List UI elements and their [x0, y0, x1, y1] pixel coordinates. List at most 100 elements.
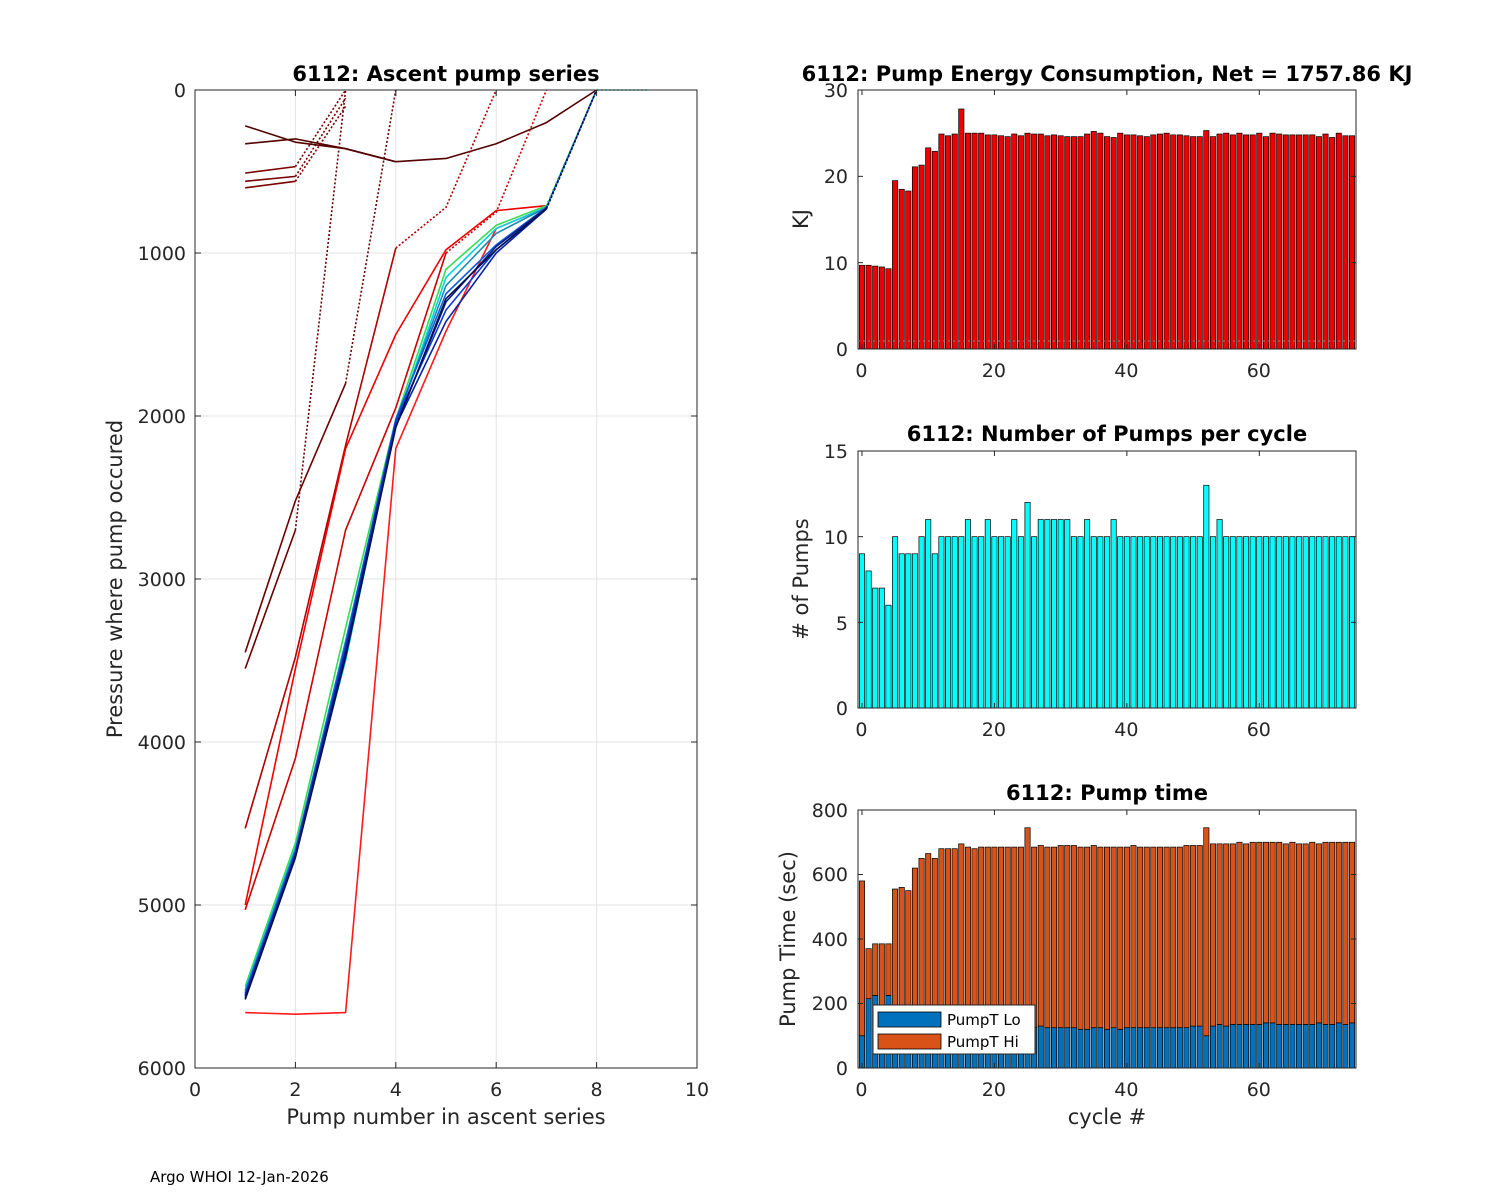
pumps-x-tick-labels: 0 20 40 60: [855, 719, 1271, 741]
pump-time-bar-lo: [1289, 1024, 1296, 1069]
pump-time-bar-hi: [1156, 846, 1163, 1029]
energy-x-tick-label: 0: [855, 360, 867, 382]
legend-swatch-pumpt-hi: [877, 1033, 942, 1050]
legend-swatch-pumpt-lo: [877, 1011, 942, 1028]
energy-bar: [885, 268, 892, 350]
pump-time-bar-hi: [1037, 845, 1044, 1027]
pump-time-bar-lo: [1262, 1022, 1269, 1069]
pump-time-bar-hi: [918, 858, 925, 1020]
pump-time-bar-hi: [1249, 841, 1256, 1025]
pump-time-bar-hi: [1110, 846, 1117, 1029]
pump-time-bar-hi: [1097, 846, 1104, 1029]
ascent-series-line: [244, 247, 397, 829]
pumps-y-tick-label: 0: [836, 698, 848, 720]
pumps-bar: [1269, 536, 1276, 709]
energy-bar: [964, 132, 971, 350]
pump-time-bar-hi: [1057, 845, 1064, 1029]
energy-bar: [918, 164, 925, 350]
pump-time-bar-lo: [1243, 1024, 1250, 1069]
energy-bar: [1302, 134, 1309, 350]
energy-bar: [1104, 136, 1110, 350]
pumps-bar: [878, 587, 885, 709]
pump-time-bar-hi: [1143, 846, 1150, 1029]
legend-label-pumpt-hi: PumpT Hi: [947, 1033, 1019, 1051]
energy-bar: [1130, 134, 1137, 350]
pumps-bar: [905, 553, 912, 709]
pump-time-x-tick-labels: 0 20 40 60: [855, 1079, 1271, 1101]
pumps-bar: [898, 553, 905, 709]
energy-bar: [1309, 134, 1316, 350]
pump-time-bar-hi: [1236, 841, 1243, 1025]
ascent-series-line: [244, 125, 397, 163]
energy-bar: [1349, 135, 1356, 350]
pump-time-bar-lo: [1335, 1022, 1342, 1069]
energy-bar: [1176, 134, 1183, 350]
ascent-series-line: [245, 165, 296, 174]
pumps-bar: [1216, 519, 1223, 709]
energy-bar: [1190, 136, 1197, 350]
pump-time-bar-hi: [1256, 841, 1263, 1025]
pump-time-bar-lo: [1176, 1027, 1183, 1069]
ascent-chart-title: 6112: Ascent pump series: [292, 62, 599, 86]
ascent-x-tick-label: 0: [189, 1079, 201, 1101]
pump-time-bar-hi: [1269, 841, 1276, 1024]
pump-time-bar-hi: [858, 880, 865, 1037]
energy-bar: [1229, 134, 1236, 350]
pump-time-bar-hi: [978, 846, 985, 1020]
pump-time-bar-hi: [1282, 843, 1289, 1025]
pump-time-bar-hi: [1104, 846, 1110, 1030]
energy-bar: [1203, 130, 1210, 350]
pumps-bar: [1190, 536, 1197, 709]
pumps-bar: [1236, 536, 1243, 709]
energy-bar: [1064, 136, 1071, 350]
pump-time-bar-hi: [1349, 841, 1356, 1024]
pumps-bar: [1004, 536, 1011, 709]
pump-time-bar-hi: [1196, 845, 1203, 1027]
pump-time-bar-hi: [1335, 841, 1342, 1024]
energy-bar: [978, 132, 985, 350]
pump-time-bar-lo: [1329, 1024, 1336, 1069]
pump-time-bar-lo: [1110, 1027, 1117, 1069]
pumps-bar: [984, 519, 991, 709]
energy-bar: [1024, 132, 1031, 350]
pumps-bar: [1203, 484, 1210, 709]
pump-time-bar-lo: [1223, 1025, 1230, 1069]
energy-bar: [1123, 134, 1130, 350]
pump-time-bar-lo: [1216, 1024, 1223, 1069]
pump-time-y-tick-labels: 0 200 400 600 800: [812, 800, 848, 1080]
pumps-y-tick-label: 5: [836, 613, 848, 635]
pumps-bar: [958, 536, 965, 709]
ascent-x-axis-label: Pump number in ascent series: [286, 1105, 605, 1129]
pumps-bar: [1170, 536, 1177, 709]
energy-bar: [898, 188, 905, 350]
energy-chart-title: 6112: Pump Energy Consumption, Net = 175…: [802, 62, 1413, 86]
pumps-bar: [1150, 536, 1157, 709]
energy-x-tick-labels: 0 20 40 60: [855, 360, 1271, 382]
pumps-bar: [931, 553, 938, 709]
pump-time-bar-hi: [1137, 846, 1144, 1029]
pumps-bar: [964, 519, 971, 709]
energy-bar: [911, 166, 918, 350]
pump-time-chart-title: 6112: Pump time: [1006, 781, 1208, 805]
pumps-bar: [1084, 519, 1091, 709]
pump-time-bar-hi: [1044, 846, 1051, 1029]
pump-time-bar-hi: [998, 846, 1005, 1020]
energy-bar: [1276, 133, 1283, 350]
pumps-bar: [971, 536, 978, 709]
energy-bar: [905, 190, 912, 350]
pumps-x-tick-label: 60: [1247, 719, 1271, 741]
pumps-bar: [1342, 536, 1349, 709]
pump-time-bar-hi: [1163, 846, 1170, 1029]
ascent-series-line: [244, 208, 547, 1000]
pump-time-bar-hi: [1017, 846, 1024, 1027]
pumps-bar: [918, 536, 925, 709]
ascent-y-tick-label: 0: [174, 80, 186, 102]
pumps-chart-title: 6112: Number of Pumps per cycle: [907, 422, 1307, 446]
pumps-bar: [1223, 536, 1230, 709]
pump-time-bar-hi: [1117, 846, 1124, 1030]
ascent-y-axis-label: Pressure where pump occured: [103, 420, 127, 738]
pump-time-bar-hi: [1262, 841, 1269, 1024]
energy-bar: [1004, 136, 1011, 350]
pump-time-bar-hi: [892, 888, 899, 1020]
